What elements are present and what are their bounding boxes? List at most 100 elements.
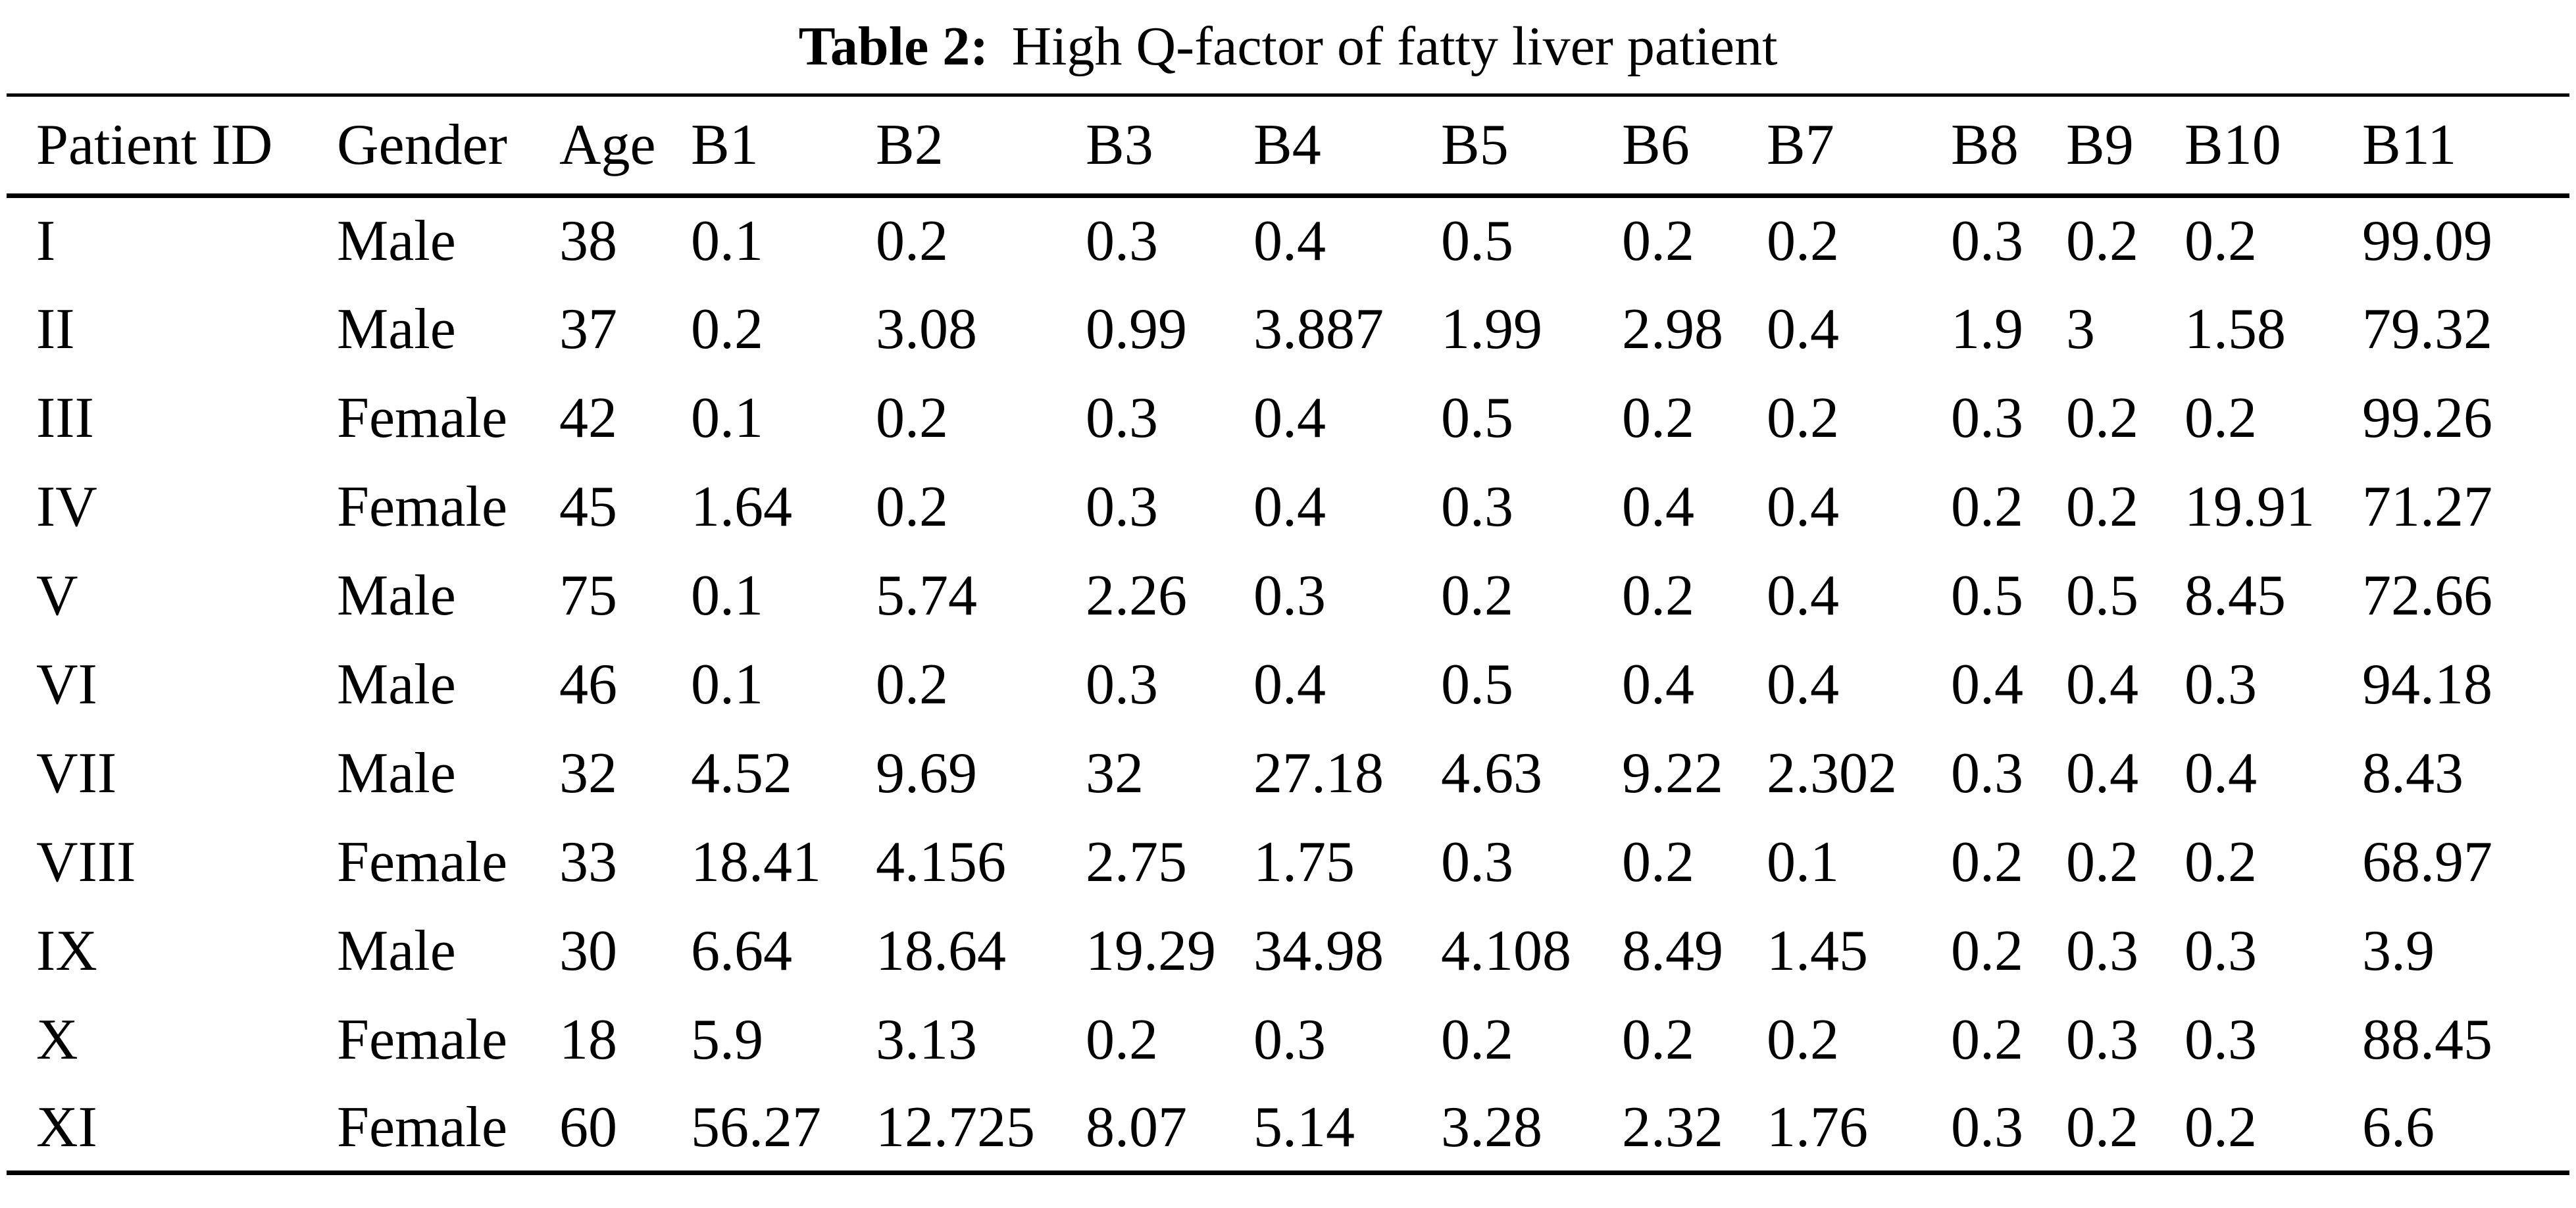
table-cell: 0.2 [1622, 563, 1694, 628]
table-cell: Male [337, 297, 456, 361]
table-cell: 0.4 [1767, 297, 1839, 361]
table-cell: 0.3 [2185, 1007, 2257, 1072]
table-cell: 99.26 [2362, 386, 2492, 450]
table-cell: 45 [559, 474, 617, 539]
table-cell: 0.4 [1767, 652, 1839, 717]
table-cell: 32 [559, 741, 617, 805]
table-cell: 1.9 [1951, 297, 2023, 361]
table-cell: 5.9 [691, 1007, 763, 1072]
table-cell: 4.63 [1441, 741, 1542, 805]
table-cell: 94.18 [2362, 652, 2492, 717]
table-cell: XI [36, 1095, 97, 1159]
table-cell: 0.2 [1441, 563, 1513, 628]
table-row: VI Male 46 0.1 0.2 0.3 0.4 0.5 0.4 0.4 0.4 0.4 0.3 94… [7, 640, 2569, 729]
table-cell: I [36, 209, 56, 274]
table-row: II Male 37 0.2 3.08 0.99 3.887 1.99 2.98 0.4 1.9 3 1… [7, 285, 2569, 374]
table-cell: 3.13 [876, 1007, 977, 1072]
table-cell: 0.3 [1951, 1095, 2023, 1159]
table-cell: 1.58 [2185, 297, 2286, 361]
table-cell: Male [337, 652, 456, 717]
table-cell: 0.3 [2066, 919, 2138, 983]
table-cell: 0.99 [1086, 297, 1187, 361]
table-cell: 4.156 [876, 830, 1006, 894]
table-cell: 9.69 [876, 741, 977, 805]
table-cell: Female [337, 830, 508, 894]
table-cell: 8.45 [2185, 563, 2286, 628]
table-cell: 1.64 [691, 474, 792, 539]
table-cell: 0.2 [876, 209, 948, 274]
table-cell: 0.1 [691, 209, 763, 274]
table-cell: 6.64 [691, 919, 792, 983]
header-row: Patient ID Gender Age B1 B2 B3 B4 B5 B6 B7 B8 B9 B10… [7, 95, 2569, 198]
table-cell: III [36, 386, 94, 450]
table-cell: IV [36, 474, 97, 539]
table-cell: 0.5 [1441, 386, 1513, 450]
table-cell: 1.76 [1767, 1095, 1868, 1159]
table-cell: 9.22 [1622, 741, 1723, 805]
table-cell: 0.2 [1767, 386, 1839, 450]
table-cell: 4.108 [1441, 919, 1571, 983]
table-row: XI Female 60 56.27 12.725 8.07 5.14 3.28 2.32 1.7… [7, 1084, 2569, 1173]
table-cell: Male [337, 919, 456, 983]
table-cell: 0.2 [1622, 830, 1694, 894]
header-cell: B4 [1253, 95, 1441, 198]
table-cell: 71.27 [2362, 474, 2492, 539]
table-cell: 0.3 [2185, 919, 2257, 983]
header-cell: B6 [1622, 95, 1767, 198]
table-cell: 0.2 [1767, 209, 1839, 274]
table-cell: 99.09 [2362, 209, 2492, 274]
table-cell: 32 [1086, 741, 1144, 805]
table-row: X Female 18 5.9 3.13 0.2 0.3 0.2 0.2 0.2 0.2 0.3 0.3… [7, 995, 2569, 1084]
table-cell: 0.2 [1951, 830, 2023, 894]
table-cell: 46 [559, 652, 617, 717]
table-cell: 0.3 [1086, 652, 1158, 717]
table-cell: 18 [559, 1007, 617, 1072]
table-cell: 0.3 [1441, 830, 1513, 894]
table-cell: X [36, 1007, 78, 1072]
table-caption: Table 2: High Q-factor of fatty liver pat… [0, 12, 2576, 81]
table-cell: 5.14 [1253, 1095, 1355, 1159]
table-cell: 1.45 [1767, 919, 1868, 983]
table-cell: 0.2 [2066, 830, 2138, 894]
table-cell: 18.41 [691, 830, 821, 894]
table-cell: 0.3 [1086, 209, 1158, 274]
table-cell: 0.2 [2066, 386, 2138, 450]
table-body: I Male 38 0.1 0.2 0.3 0.4 0.5 0.2 0.2 0.3 0.2 0.2 99.… [7, 196, 2569, 1173]
table-cell: 3.08 [876, 297, 977, 361]
table-cell: 0.2 [2185, 386, 2257, 450]
table-cell: 0.2 [2066, 1095, 2138, 1159]
header-cell: Age [559, 95, 691, 198]
table-cell: 1.99 [1441, 297, 1542, 361]
table-cell: 0.4 [1767, 563, 1839, 628]
table-cell: 0.4 [1622, 474, 1694, 539]
table-cell: 0.3 [1253, 1007, 1326, 1072]
table-caption-label: Table 2: [798, 16, 989, 77]
table-cell: 6.6 [2362, 1095, 2435, 1159]
table-cell: IX [36, 919, 97, 983]
table-cell: 38 [559, 209, 617, 274]
table-cell: 2.302 [1767, 741, 1897, 805]
table-cell: 0.3 [1253, 563, 1326, 628]
table-cell: 30 [559, 919, 617, 983]
table-cell: 0.2 [1767, 1007, 1839, 1072]
table-row: IV Female 45 1.64 0.2 0.3 0.4 0.3 0.4 0.4 0.2 0.2 19… [7, 463, 2569, 551]
header-cell: B8 [1951, 95, 2066, 198]
table-cell: 19.29 [1086, 919, 1216, 983]
table-cell: VI [36, 652, 97, 717]
table-row: VIII Female 33 18.41 4.156 2.75 1.75 0.3 0.2 0.1 0… [7, 818, 2569, 907]
table-cell: 0.3 [1951, 209, 2023, 274]
table-cell: 56.27 [691, 1095, 821, 1159]
table-cell: 0.4 [1253, 386, 1326, 450]
table-row: V Male 75 0.1 5.74 2.26 0.3 0.2 0.2 0.4 0.5 0.5 8.45… [7, 551, 2569, 640]
table-cell: 0.4 [2066, 741, 2138, 805]
table-cell: 0.2 [876, 474, 948, 539]
table-cell: 0.2 [1951, 919, 2023, 983]
table-cell: V [36, 563, 78, 628]
table-cell: 0.2 [2185, 830, 2257, 894]
table-row: III Female 42 0.1 0.2 0.3 0.4 0.5 0.2 0.2 0.3 0.2 0.… [7, 374, 2569, 463]
header-cell: B11 [2362, 95, 2569, 198]
table-cell: 3.887 [1253, 297, 1384, 361]
table-cell: 37 [559, 297, 617, 361]
table-cell: 34.98 [1253, 919, 1384, 983]
table-cell: 0.1 [691, 386, 763, 450]
